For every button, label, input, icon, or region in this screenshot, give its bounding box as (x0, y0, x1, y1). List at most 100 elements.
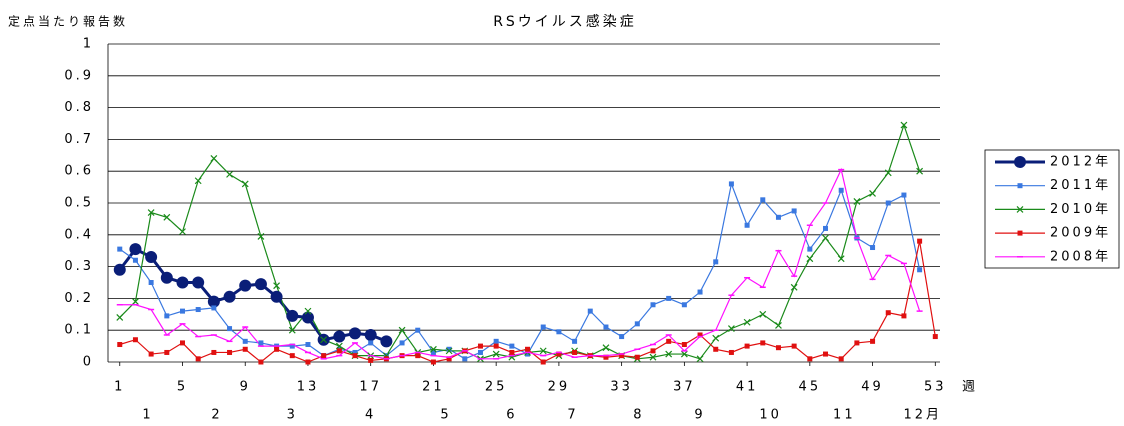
data-point (164, 349, 170, 355)
data-point (696, 355, 704, 363)
data-point (192, 276, 205, 289)
data-point (728, 349, 734, 355)
y-tick-label: 0.1 (64, 323, 94, 338)
data-point (333, 330, 346, 343)
x-tick-label: 25 (485, 380, 508, 395)
data-point (145, 251, 158, 264)
data-point (932, 334, 938, 340)
data-point (288, 326, 296, 334)
data-point (195, 307, 201, 313)
data-point (176, 276, 189, 289)
x-tick-label: 1 (114, 380, 125, 395)
data-point (352, 353, 358, 359)
data-point (775, 345, 781, 351)
data-point (113, 263, 126, 276)
data-point (117, 246, 123, 252)
y-tick-label: 1 (83, 37, 94, 52)
data-point (885, 310, 891, 316)
data-point (398, 326, 406, 334)
data-point (556, 351, 562, 357)
data-point (336, 348, 342, 354)
data-point (540, 324, 546, 330)
series-line (119, 167, 921, 360)
data-point (807, 356, 813, 362)
data-point (838, 356, 844, 362)
data-point (430, 349, 436, 355)
data-point (257, 232, 265, 240)
data-point (775, 322, 782, 329)
data-point (223, 290, 236, 303)
data-point (364, 328, 377, 341)
data-point (286, 309, 299, 322)
data-point (713, 346, 719, 352)
data-point (743, 318, 751, 326)
data-point (132, 337, 138, 343)
data-point (822, 234, 829, 242)
data-point (807, 246, 813, 252)
data-point (148, 351, 154, 357)
x-tick-label: 37 (673, 380, 696, 395)
data-point (870, 245, 876, 251)
data-point (917, 238, 923, 244)
data-point (242, 338, 248, 344)
data-point (666, 338, 672, 344)
month-label: 9 (694, 408, 705, 423)
data-point (320, 336, 328, 344)
x-tick-label: 53 (924, 380, 947, 395)
data-point (760, 197, 766, 203)
x-tick-label: 33 (610, 380, 633, 395)
data-point (368, 357, 374, 363)
data-point (148, 280, 154, 285)
data-point (147, 209, 155, 216)
y-tick-label: 0 (83, 355, 94, 370)
data-point (509, 349, 515, 355)
data-point (823, 351, 829, 357)
data-point (916, 167, 924, 175)
data-point (697, 289, 703, 295)
x-axis-label: 週 (962, 380, 978, 395)
data-point (759, 310, 767, 318)
legend-marker (1014, 156, 1026, 168)
data-point (901, 313, 907, 319)
month-label: 3 (287, 408, 298, 423)
x-tick-label: 29 (548, 380, 571, 395)
data-point (509, 343, 515, 349)
data-point (869, 190, 876, 197)
data-point (239, 279, 252, 292)
data-point (301, 311, 314, 324)
series-line (119, 241, 936, 363)
y-tick-label: 0.6 (64, 164, 94, 179)
data-point (477, 343, 483, 349)
data-point (254, 278, 267, 291)
data-point (164, 313, 170, 319)
data-point (744, 343, 750, 349)
data-point (917, 267, 923, 273)
data-point (572, 338, 578, 344)
month-label: 5 (440, 408, 451, 423)
data-point (744, 222, 750, 228)
data-point (572, 349, 578, 355)
data-point (539, 347, 547, 355)
data-point (117, 342, 123, 348)
data-point (305, 342, 311, 348)
data-point (430, 345, 437, 353)
data-point (445, 347, 453, 355)
data-point (634, 321, 640, 327)
data-point (666, 295, 672, 301)
data-point (242, 346, 248, 352)
data-point (258, 359, 264, 365)
data-point (179, 340, 185, 346)
data-point (634, 354, 640, 360)
data-point (270, 290, 283, 303)
legend-label: 2012年 (1050, 155, 1111, 170)
x-tick-label: 9 (240, 380, 251, 395)
x-tick-label: 5 (177, 380, 188, 395)
data-point (132, 298, 139, 306)
data-point (160, 271, 173, 284)
legend-label: 2009年 (1050, 226, 1111, 241)
data-point (525, 346, 531, 352)
data-point (380, 335, 393, 348)
data-point (806, 255, 814, 263)
data-point (712, 334, 720, 342)
data-point (304, 307, 312, 315)
